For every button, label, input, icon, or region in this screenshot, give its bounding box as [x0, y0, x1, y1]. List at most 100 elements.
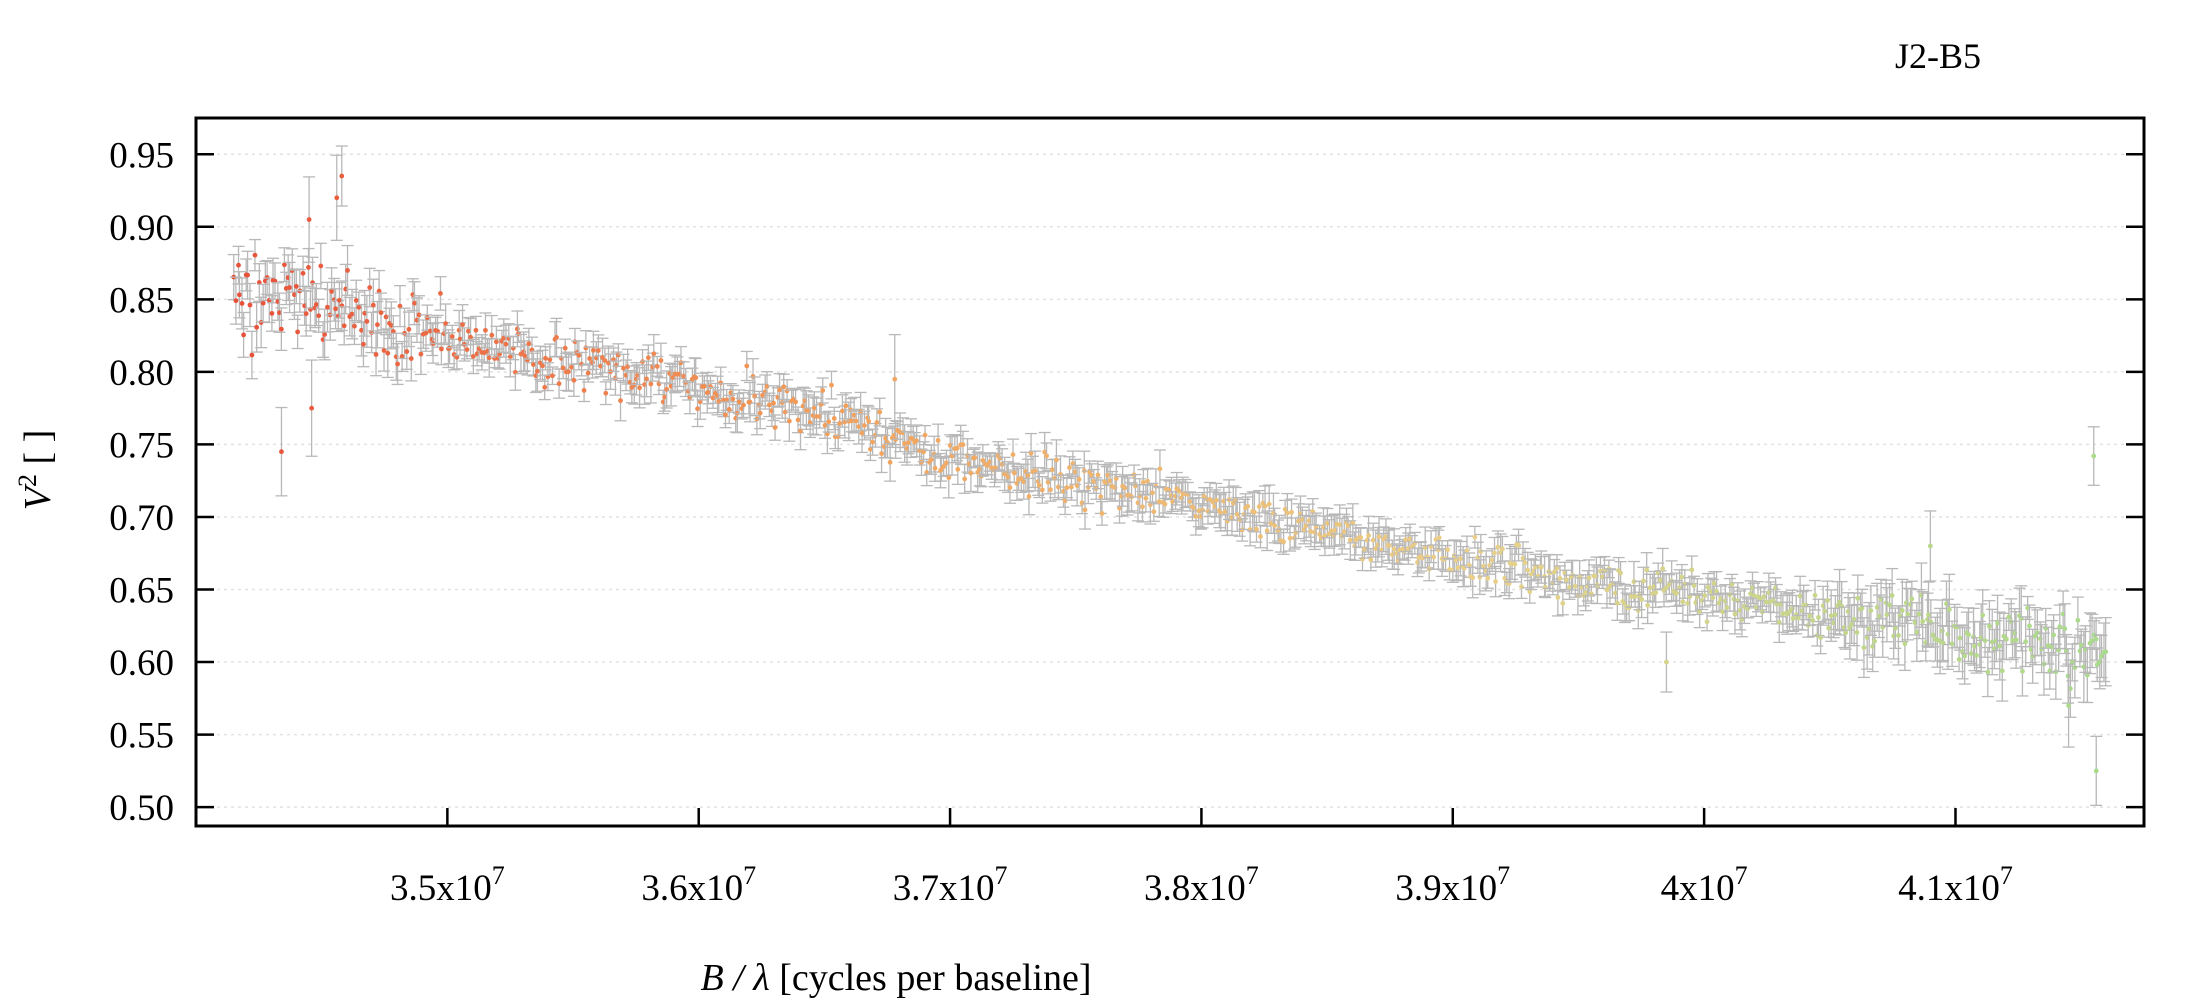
data-point [666, 363, 679, 392]
data-point [1437, 548, 1450, 571]
data-point [1279, 499, 1292, 519]
data-point [291, 314, 304, 350]
data-point [2010, 611, 2023, 669]
data-point [1012, 467, 1025, 491]
data-point [1231, 497, 1244, 532]
data-point [402, 311, 415, 348]
data-point [1071, 464, 1084, 507]
data-point [305, 359, 318, 457]
data-point [283, 261, 296, 314]
data-point [748, 376, 761, 417]
data-point [357, 321, 370, 368]
data-point [405, 335, 418, 382]
data-point [335, 145, 348, 207]
data-point [297, 255, 310, 292]
data-point [873, 397, 886, 427]
data-point [1207, 491, 1220, 514]
data-point [1946, 620, 1959, 668]
data-point [312, 298, 325, 333]
data-point [993, 444, 1006, 472]
data-point [848, 396, 861, 434]
data-point [2071, 596, 2084, 645]
data-point [937, 456, 950, 478]
data-point [1931, 612, 1944, 668]
data-point [614, 379, 627, 422]
data-point [754, 396, 767, 430]
data-point [2060, 633, 2073, 667]
data-point [1991, 594, 2004, 652]
data-point [1706, 578, 1719, 617]
data-point [1095, 500, 1108, 526]
data-point [2062, 663, 2075, 748]
y-tick-label: 0.70 [109, 498, 174, 539]
data-point [346, 288, 359, 340]
data-point [1556, 591, 1569, 616]
y-tick-label: 0.60 [109, 643, 174, 684]
data-point [265, 295, 278, 332]
data-point [582, 363, 595, 383]
data-point [550, 317, 563, 358]
data-point [321, 281, 334, 333]
data-point [233, 271, 246, 319]
data-point [1866, 620, 1879, 673]
data-point [1783, 592, 1796, 632]
data-point [462, 316, 475, 346]
data-point [2087, 426, 2100, 486]
data-point [310, 282, 323, 327]
data-point [1194, 503, 1207, 530]
data-point [862, 406, 875, 437]
data-point [691, 390, 704, 428]
x-tick-labels: 3.5x107 3.6x107 3.7x107 3.8x107 3.9x107 4x107… [390, 861, 2013, 909]
data-point [870, 408, 883, 437]
data-point [1157, 486, 1170, 518]
data-point [1921, 592, 1934, 647]
data-point [1851, 574, 1864, 623]
data-point [674, 345, 687, 380]
data-point [1139, 483, 1152, 513]
tick-marks [196, 153, 2144, 826]
data-point [1137, 468, 1150, 496]
data-point [396, 340, 409, 373]
data-point [919, 424, 932, 446]
data-point [275, 406, 288, 497]
y-axis-label-exponent: 2 [13, 474, 42, 487]
data-point [546, 366, 559, 386]
data-point [640, 360, 653, 398]
data-points [227, 145, 2112, 807]
data-point [590, 341, 603, 375]
data-point [1698, 583, 1711, 608]
data-point [845, 409, 858, 433]
data-point [1548, 558, 1561, 586]
data-point [587, 330, 600, 371]
data-point [1373, 515, 1386, 558]
data-point [373, 269, 386, 313]
data-point [275, 307, 288, 351]
data-point [348, 307, 361, 346]
data-point [599, 381, 612, 406]
data-point [1641, 586, 1654, 625]
data-point [2086, 613, 2099, 669]
data-point [2019, 616, 2032, 668]
data-point [1248, 491, 1261, 533]
data-point [559, 338, 572, 358]
data-point [1515, 574, 1528, 600]
data-point [1614, 561, 1627, 585]
data-point [1857, 617, 1870, 679]
data-point [536, 349, 549, 382]
data-point [1153, 486, 1166, 518]
data-point [1285, 498, 1298, 527]
data-point [866, 428, 879, 456]
data-point [446, 324, 459, 349]
x-tick-label: 3.7x107 [893, 861, 1008, 909]
y-tick-label: 0.65 [109, 571, 174, 612]
data-point [808, 391, 821, 426]
data-point [1924, 510, 1937, 582]
data-point [1021, 458, 1034, 493]
data-point [1298, 514, 1311, 545]
data-point [658, 382, 671, 412]
data-point [341, 244, 354, 296]
data-point [549, 321, 562, 358]
data-point [1379, 518, 1392, 556]
data-point [352, 291, 365, 324]
data-point [1498, 560, 1511, 597]
